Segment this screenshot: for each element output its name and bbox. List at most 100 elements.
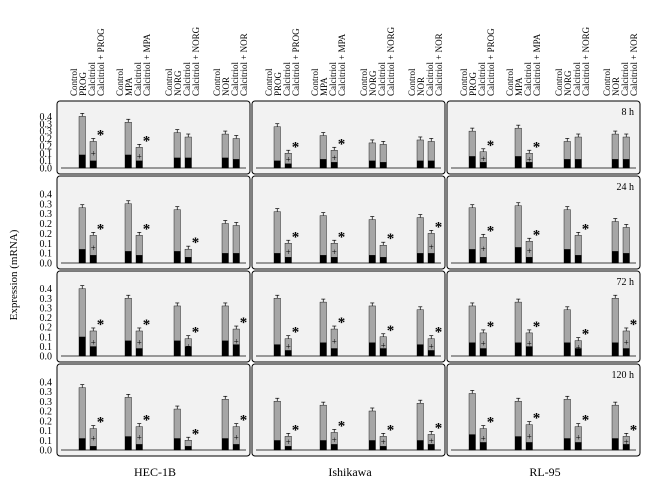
treatment-label: Calcitriol + NOR — [434, 33, 444, 96]
treatment-label: Control — [602, 68, 612, 96]
panel-frame — [446, 270, 641, 363]
bar-inner — [222, 157, 229, 168]
inner-marker: + — [234, 432, 239, 442]
inner-marker: + — [286, 247, 291, 257]
bar-inner — [125, 436, 132, 450]
inner-marker: + — [91, 337, 96, 347]
inner-marker: + — [481, 338, 486, 348]
y-tick-label: 0.0 — [40, 352, 53, 363]
treatment-label: Calcitriol + NOR — [629, 33, 639, 96]
y-tick-label: 0.2 — [40, 416, 53, 427]
y-tick-label: 0.4 — [40, 284, 53, 295]
bar-inner — [136, 348, 143, 356]
panel-frame — [251, 175, 446, 270]
bar-inner — [174, 157, 181, 168]
y-tick-label: 0.1 — [40, 332, 53, 343]
y-tick-label: 0.2 — [40, 134, 53, 145]
treatment-label: Calcitriol — [133, 62, 143, 96]
inner-marker: + — [186, 341, 191, 351]
panel-frame — [56, 175, 251, 270]
bar-inner — [185, 446, 192, 450]
treatment-label: Calcitriol + MPA — [142, 33, 152, 96]
panel: *+*+*+*+ — [251, 363, 446, 457]
bar-inner — [480, 162, 487, 168]
bar-inner — [428, 160, 435, 168]
column-label-ishikawa: Ishikawa — [328, 465, 372, 479]
y-tick-label: 0.1 — [40, 249, 53, 260]
y-tick-label: 0.4 — [40, 189, 53, 200]
treatment-label: NORG — [368, 70, 378, 96]
bar-inner — [469, 434, 476, 450]
inner-marker: + — [624, 337, 629, 347]
panel-grid: *+*+*+*+8 h*+*+*+** *+*+**+24 h*+*+**+*+*… — [56, 100, 641, 457]
treatment-label: MPA — [319, 77, 329, 96]
significance-star: * — [582, 327, 590, 343]
y-tick-label: 0.1 — [40, 436, 53, 447]
bar-inner — [136, 160, 143, 168]
significance-star: * — [292, 422, 300, 438]
treatment-label: Calcitriol — [377, 62, 387, 96]
bar-inner — [274, 160, 281, 168]
panel: 24 h*+*+* — [446, 175, 641, 270]
y-tick-label: 0.1 — [40, 149, 53, 160]
significance-star: * — [143, 413, 151, 429]
y-tick-label: 0.2 — [40, 323, 53, 334]
bar-inner — [612, 438, 619, 450]
panel: *+*+ — [251, 100, 446, 175]
significance-star: * — [192, 426, 200, 442]
bar-inner — [369, 160, 376, 168]
y-tick-label: 0.3 — [40, 199, 53, 210]
bar-inner — [90, 446, 97, 450]
inner-marker: + — [286, 155, 291, 165]
y-axis-label: Expression (mRNA) — [8, 229, 20, 320]
bar-inner — [526, 442, 533, 450]
treatment-label: Calcitriol — [328, 62, 338, 96]
inner-marker: + — [91, 243, 96, 253]
inner-marker: + — [91, 149, 96, 159]
panel: *+*+ — [56, 100, 251, 175]
inner-marker: + — [234, 337, 239, 347]
treatment-label: Calcitriol — [477, 62, 487, 96]
bar-inner — [480, 257, 487, 263]
bar-inner — [274, 253, 281, 263]
significance-star: * — [192, 235, 200, 251]
inner-marker: + — [527, 246, 532, 256]
treatment-label: NORG — [563, 70, 573, 96]
treatment-label: Calcitriol + NORG — [191, 26, 201, 96]
bar-inner — [612, 159, 619, 168]
inner-marker: + — [481, 154, 486, 164]
significance-star: * — [630, 317, 638, 333]
bar-inner — [222, 253, 229, 263]
bar-inner — [185, 157, 192, 168]
bar-inner — [469, 342, 476, 356]
bar-inner — [575, 442, 582, 450]
inner-marker: + — [429, 242, 434, 252]
significance-star: * — [240, 315, 248, 331]
bar-inner — [285, 257, 292, 263]
treatment-label: Control — [212, 68, 222, 96]
treatment-label: Calcitriol + PROG — [96, 28, 106, 96]
y-tick-label: 0.3 — [40, 294, 53, 305]
bar-inner — [612, 251, 619, 263]
bar-inner — [612, 342, 619, 356]
panel-frame — [251, 100, 446, 175]
bar-inner — [136, 444, 143, 450]
bar-inner — [331, 348, 338, 356]
y-tick-label: 0.4 — [40, 112, 53, 123]
bar-inner — [233, 159, 240, 168]
bar-inner — [515, 156, 522, 168]
y-tick-label: 0.3 — [40, 303, 53, 314]
significance-star: * — [435, 420, 443, 436]
bar-inner — [469, 156, 476, 168]
bar-inner — [515, 342, 522, 356]
treatment-label: MPA — [514, 77, 524, 96]
significance-star: * — [582, 221, 590, 237]
treatment-label: PROG — [78, 71, 88, 96]
treatment-label: Control — [505, 68, 515, 96]
significance-star: * — [533, 139, 541, 155]
bar-inner — [417, 253, 424, 263]
treatment-label: Control — [554, 68, 564, 96]
y-tick-label: 0.3 — [40, 127, 53, 138]
